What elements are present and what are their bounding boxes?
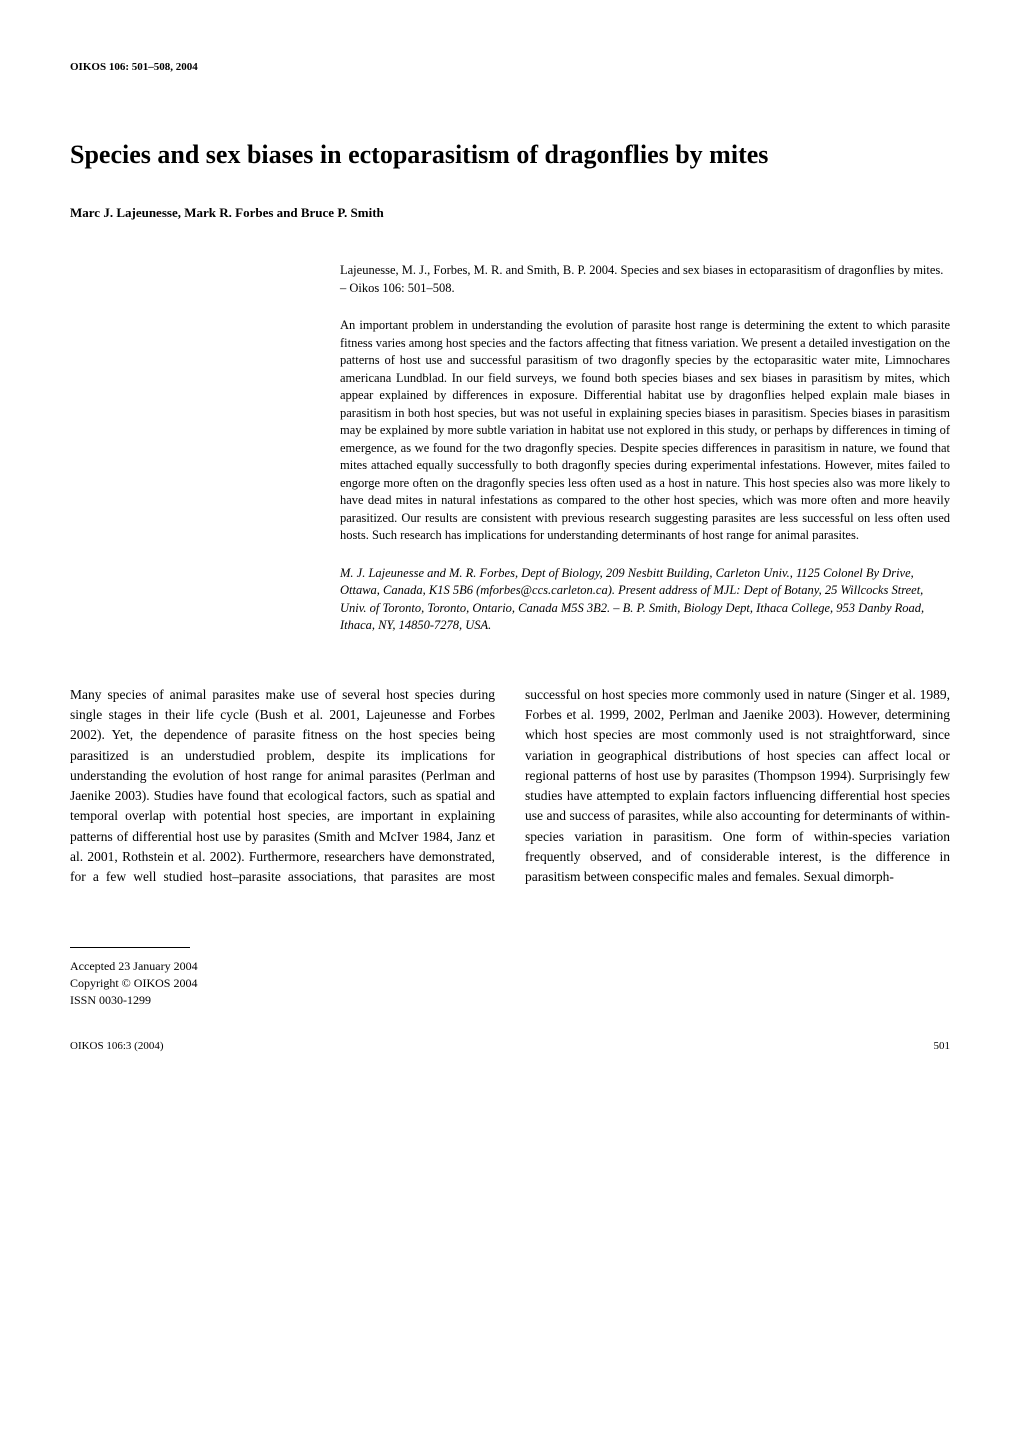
page-title: Species and sex biases in ectoparasitism… xyxy=(70,136,950,174)
affiliations: M. J. Lajeunesse and M. R. Forbes, Dept … xyxy=(340,565,950,635)
abstract-text: An important problem in understanding th… xyxy=(340,317,950,545)
footer-divider xyxy=(70,947,190,948)
page-footer: OIKOS 106:3 (2004) 501 xyxy=(70,1039,950,1055)
citation: Lajeunesse, M. J., Forbes, M. R. and Smi… xyxy=(340,262,950,297)
authors: Marc J. Lajeunesse, Mark R. Forbes and B… xyxy=(70,204,950,223)
accepted-date: Accepted 23 January 2004 xyxy=(70,958,950,975)
copyright: Copyright © OIKOS 2004 xyxy=(70,975,950,992)
page-footer-right: 501 xyxy=(934,1039,951,1055)
issn: ISSN 0030-1299 xyxy=(70,992,950,1009)
body-text: Many species of animal parasites make us… xyxy=(70,685,950,888)
page-footer-left: OIKOS 106:3 (2004) xyxy=(70,1039,164,1055)
abstract-block: Lajeunesse, M. J., Forbes, M. R. and Smi… xyxy=(340,262,950,635)
journal-header: OIKOS 106: 501–508, 2004 xyxy=(70,60,950,76)
